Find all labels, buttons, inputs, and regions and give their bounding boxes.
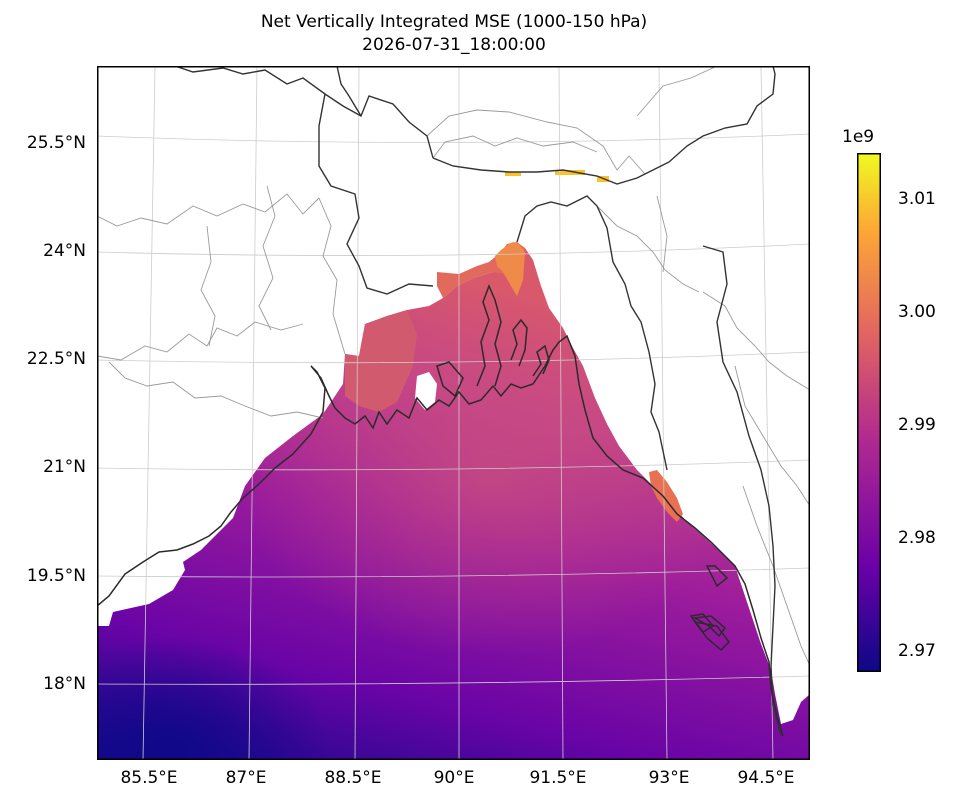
colorbar-tick-label: 2.98 (898, 528, 936, 548)
colorbar-tick-label: 3.01 (898, 189, 936, 209)
y-tick-label: 25.5°N (26, 133, 86, 153)
mse-field-northeast (495, 242, 525, 296)
land-mask-delta (415, 372, 437, 410)
mse-field-rakhine (649, 470, 683, 522)
y-tick-label: 24°N (43, 241, 86, 261)
x-tick-label: 94.5°E (737, 768, 795, 788)
x-tick-label: 91.5°E (529, 768, 587, 788)
colorbar-tick-label: 3.00 (898, 302, 936, 322)
x-tick-label: 93°E (648, 768, 690, 788)
mse-field-low (97, 486, 497, 760)
x-tick-label: 87°E (225, 768, 267, 788)
colorbar-exponent: 1e9 (842, 127, 875, 147)
y-tick-label: 21°N (43, 457, 86, 477)
state-borders-icon (97, 66, 810, 667)
x-tick-label: 88.5°E (324, 768, 382, 788)
colorbar-gradient (857, 153, 881, 672)
map-panel[interactable] (97, 66, 810, 760)
gridlines (97, 66, 810, 760)
x-tick-label: 90°E (433, 768, 475, 788)
colorbar-tick-label: 2.97 (898, 641, 936, 661)
map-border (97, 66, 810, 760)
colorbar (857, 153, 885, 672)
chart-subtitle: 2026-07-31_18:00:00 (362, 35, 546, 55)
colorbar-tick-label: 2.99 (898, 415, 936, 435)
chart-title: Net Vertically Integrated MSE (1000-150 … (260, 12, 648, 32)
mse-field-sundarbans (345, 310, 417, 412)
y-tick-label: 18°N (43, 674, 86, 694)
country-borders-icon (174, 66, 782, 737)
y-tick-label: 19.5°N (26, 566, 86, 586)
x-tick-label: 85.5°E (120, 768, 178, 788)
y-tick-label: 22.5°N (26, 349, 86, 369)
coastline-icon (97, 283, 784, 737)
